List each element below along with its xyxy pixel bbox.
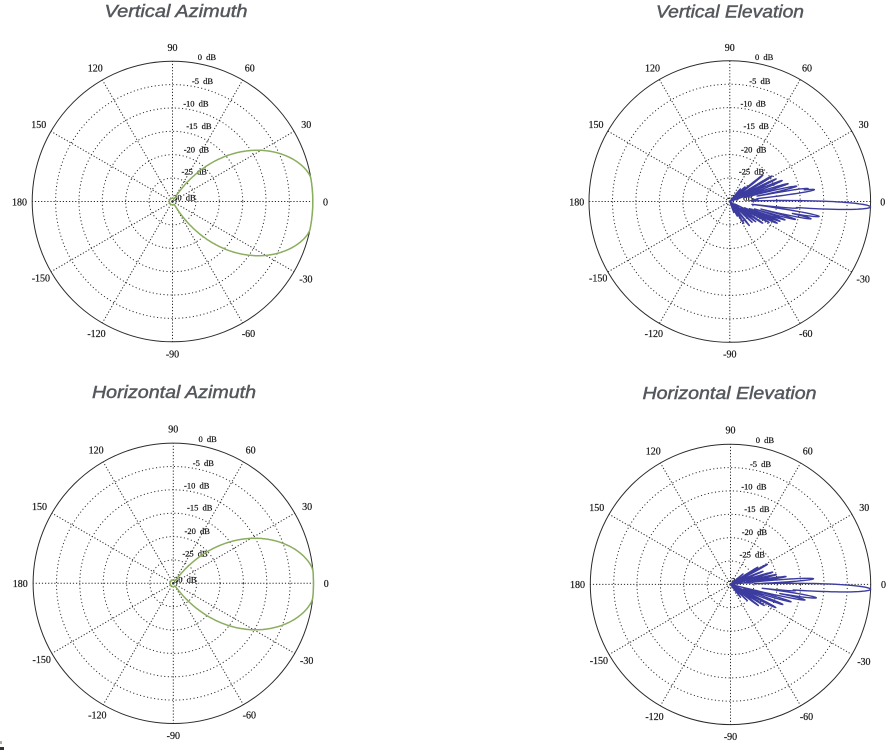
svg-text:60: 60 bbox=[245, 64, 255, 75]
svg-text:-30: -30 bbox=[300, 656, 313, 667]
svg-text:-120: -120 bbox=[645, 329, 663, 340]
svg-text:30: 30 bbox=[302, 502, 312, 513]
svg-text:150: 150 bbox=[31, 120, 46, 131]
svg-text:120: 120 bbox=[645, 64, 660, 75]
svg-text:0: 0 bbox=[880, 197, 885, 208]
svg-text:-30 dB: -30 dB bbox=[170, 193, 196, 203]
svg-text:Vertical Elevation: Vertical Elevation bbox=[656, 2, 804, 22]
svg-text:-30: -30 bbox=[857, 274, 870, 285]
svg-text:120: 120 bbox=[646, 446, 661, 457]
svg-text:-90: -90 bbox=[723, 349, 736, 360]
svg-text:-20 dB: -20 dB bbox=[185, 526, 211, 536]
svg-text:-150: -150 bbox=[32, 273, 50, 284]
svg-text:-120: -120 bbox=[87, 329, 105, 340]
svg-text:-5 dB: -5 dB bbox=[193, 458, 214, 468]
svg-text:-10 dB: -10 dB bbox=[183, 99, 209, 109]
svg-text:0: 0 bbox=[881, 580, 886, 591]
svg-text:Horizontal Elevation: Horizontal Elevation bbox=[643, 383, 817, 403]
svg-text:-5 dB: -5 dB bbox=[749, 76, 770, 86]
svg-text:90: 90 bbox=[725, 43, 735, 54]
svg-text:-90: -90 bbox=[724, 732, 737, 743]
svg-text:120: 120 bbox=[89, 445, 104, 456]
svg-text:-10 dB: -10 dB bbox=[184, 480, 210, 490]
svg-text:0: 0 bbox=[323, 197, 328, 208]
svg-text:0 dB: 0 dB bbox=[199, 434, 218, 444]
svg-text:180: 180 bbox=[569, 197, 584, 208]
svg-text:-15 dB: -15 dB bbox=[186, 121, 212, 131]
svg-text:-60: -60 bbox=[243, 711, 256, 722]
svg-text:150: 150 bbox=[589, 120, 604, 131]
svg-text:-20 dB: -20 dB bbox=[184, 144, 210, 154]
svg-text:-120: -120 bbox=[645, 712, 663, 723]
svg-text:-20 dB: -20 dB bbox=[741, 144, 767, 154]
svg-text:-30: -30 bbox=[857, 657, 870, 668]
svg-text:-30 dB: -30 dB bbox=[171, 574, 197, 584]
svg-text:60: 60 bbox=[802, 64, 812, 75]
svg-text:Horizontal Azimuth: Horizontal Azimuth bbox=[92, 382, 256, 402]
svg-text:0 dB: 0 dB bbox=[756, 435, 775, 445]
svg-text:0 dB: 0 dB bbox=[198, 52, 217, 62]
svg-text:-150: -150 bbox=[590, 656, 608, 667]
svg-text:90: 90 bbox=[726, 426, 736, 437]
svg-text:-10 dB: -10 dB bbox=[741, 99, 767, 109]
svg-text:-60: -60 bbox=[799, 329, 812, 340]
svg-text:-25 dB: -25 dB bbox=[182, 548, 208, 558]
svg-text:-60: -60 bbox=[242, 329, 255, 340]
svg-text:-60: -60 bbox=[800, 712, 813, 723]
svg-text:-5 dB: -5 dB bbox=[750, 459, 771, 469]
svg-text:-15 dB: -15 dB bbox=[744, 504, 770, 514]
svg-text:60: 60 bbox=[803, 446, 813, 457]
svg-text:-15 dB: -15 dB bbox=[744, 121, 770, 131]
svg-text:30: 30 bbox=[859, 120, 869, 131]
svg-text:180: 180 bbox=[570, 580, 585, 591]
svg-text:120: 120 bbox=[88, 64, 103, 75]
svg-text:-150: -150 bbox=[589, 273, 607, 284]
svg-text:30: 30 bbox=[301, 120, 311, 131]
svg-text:90: 90 bbox=[168, 425, 178, 436]
svg-text:150: 150 bbox=[32, 502, 47, 513]
svg-text:0 dB: 0 dB bbox=[755, 52, 774, 62]
svg-text:-150: -150 bbox=[33, 655, 51, 666]
svg-text:30: 30 bbox=[859, 503, 869, 514]
svg-text:-90: -90 bbox=[166, 349, 179, 360]
svg-text:180: 180 bbox=[13, 579, 28, 590]
svg-text:0: 0 bbox=[324, 579, 329, 590]
svg-text:-120: -120 bbox=[88, 711, 106, 722]
svg-text:-10 dB: -10 dB bbox=[741, 482, 767, 492]
svg-text:-5 dB: -5 dB bbox=[192, 76, 213, 86]
svg-text:-25 dB: -25 dB bbox=[182, 167, 208, 177]
svg-text:-30: -30 bbox=[299, 274, 312, 285]
svg-text:90: 90 bbox=[168, 43, 178, 54]
svg-text:-25 dB: -25 dB bbox=[740, 550, 766, 560]
svg-text:180: 180 bbox=[12, 197, 27, 208]
svg-text:-15 dB: -15 dB bbox=[187, 503, 213, 513]
svg-text:-25 dB: -25 dB bbox=[739, 167, 765, 177]
svg-text:-20 dB: -20 dB bbox=[742, 527, 768, 537]
svg-text:150: 150 bbox=[589, 503, 604, 514]
svg-text:60: 60 bbox=[246, 445, 256, 456]
svg-text:Vertical Azimuth: Vertical Azimuth bbox=[105, 1, 248, 21]
svg-text:-90: -90 bbox=[167, 731, 180, 742]
